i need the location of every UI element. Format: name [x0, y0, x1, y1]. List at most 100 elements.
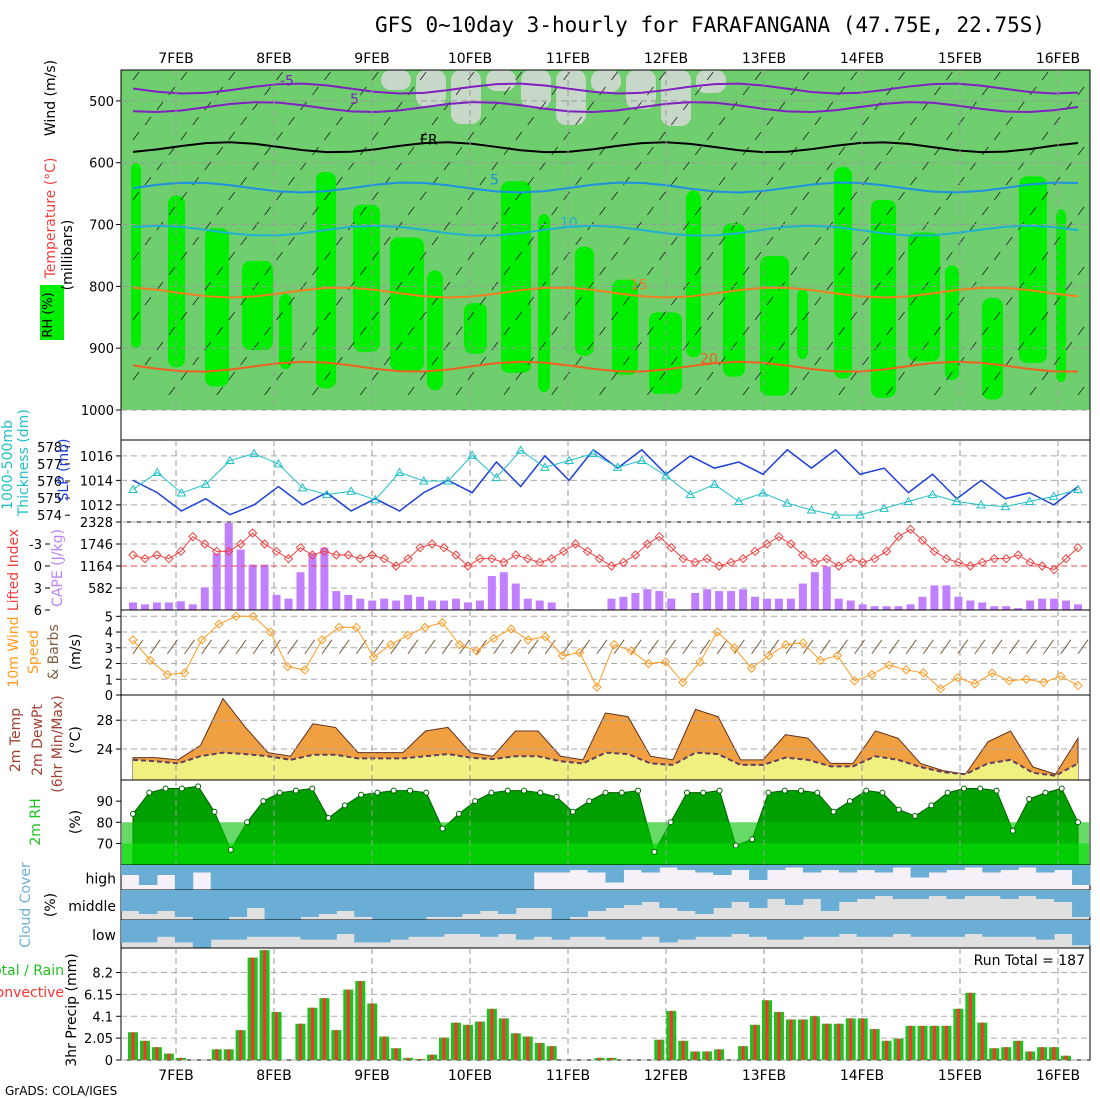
contour-line [132, 360, 1079, 373]
wind-barb [312, 386, 319, 396]
wind-barb [718, 176, 726, 186]
wind-barb [1041, 311, 1049, 321]
cape-bar [1074, 604, 1082, 610]
li-marker [1061, 553, 1071, 564]
wind-barb [1005, 176, 1013, 186]
rh-marker [700, 789, 707, 796]
convective-bar [466, 1024, 470, 1060]
rh-dry-area [381, 70, 411, 90]
wind-barb [599, 266, 606, 276]
cloud-bar-low [1054, 920, 1073, 934]
surface-wind-barb [149, 639, 161, 655]
wind-barb [647, 146, 654, 156]
cape-bar [786, 598, 795, 610]
rh-marker [749, 836, 756, 843]
cape-bar [798, 583, 807, 610]
wind-barb [766, 176, 774, 186]
wind-marker [970, 679, 980, 689]
cape-bar [727, 591, 736, 610]
thickness-marker [1048, 491, 1059, 500]
wind-barb [479, 236, 487, 246]
wind-barb [431, 236, 439, 246]
wind-barb [611, 71, 618, 81]
surface-wind-barb [905, 639, 917, 655]
wind-marker [832, 650, 843, 661]
cloud-bar-low [677, 920, 696, 940]
surface-wind-barb [699, 639, 711, 655]
thickness-marker [394, 467, 405, 476]
thickness-marker [879, 503, 890, 512]
wind-barb [300, 221, 307, 231]
rh-high-area [279, 293, 292, 370]
wind-marker [592, 682, 602, 692]
cloud-unit: (%) [43, 893, 59, 917]
wind-barb [1041, 131, 1049, 141]
wind-barb [802, 191, 810, 201]
wind-tick-label: 4 [105, 626, 113, 641]
surface-wind-barb [1077, 639, 1089, 655]
temp-unit: (°C) [68, 726, 84, 754]
wind-barb [1053, 116, 1061, 126]
wind-barb [694, 206, 702, 216]
date-label-bottom: 11FEB [546, 1068, 590, 1084]
cloud-bar-middle [192, 890, 212, 920]
wind-barb [527, 236, 535, 246]
cape-bar [918, 596, 927, 610]
cape-bar [930, 585, 939, 610]
li-marker [451, 550, 461, 560]
cloud-bar-middle [820, 890, 840, 911]
wind-barb [790, 86, 798, 96]
cloud-bar-middle [928, 890, 947, 896]
cloud-bar-middle [246, 890, 266, 908]
li-marker [427, 539, 437, 549]
wind-barb [730, 101, 738, 111]
wind-barb [252, 101, 259, 111]
cloud-bar-high [569, 865, 589, 870]
cloud-bar-high [354, 865, 373, 890]
wind-barb [563, 371, 570, 381]
wind-marker [128, 635, 138, 645]
rh-high-area [908, 232, 940, 362]
wind-barb [718, 296, 726, 306]
wind-marker [197, 635, 207, 645]
convective-bar [358, 981, 362, 1060]
wind-barb [180, 251, 188, 261]
wind-barb [599, 326, 606, 336]
date-label-bottom: 12FEB [644, 1068, 688, 1084]
wind-barb [180, 371, 188, 381]
cloud-bar-high [677, 865, 696, 870]
wind-barb [252, 221, 259, 231]
li-marker [295, 542, 306, 553]
wind-barb [766, 296, 774, 306]
wind-barb [802, 71, 810, 81]
wind-barb [264, 266, 271, 276]
cloud-bar-middle [713, 890, 732, 908]
wind-barb [156, 341, 164, 351]
rh-high-area [945, 265, 959, 381]
contour-line [132, 141, 1079, 154]
rh-high-area [427, 270, 443, 391]
wind-barb [551, 86, 558, 96]
wind-barb [1065, 341, 1073, 351]
wind-barb [922, 161, 929, 171]
date-label-top: 9FEB [354, 51, 389, 67]
cape-bar [416, 596, 425, 610]
rh-unit: (%) [68, 810, 84, 834]
convective-bar [980, 1022, 984, 1060]
wind-marker [781, 639, 791, 650]
wind-barb [1029, 206, 1037, 216]
cape-bar [152, 602, 161, 610]
surface-wind-barb [132, 639, 144, 655]
wind-barb [778, 101, 786, 111]
wind-marker [935, 683, 946, 694]
cloud-bar-high [1018, 865, 1037, 868]
cape-bar [978, 602, 987, 610]
wind-barb [324, 71, 331, 81]
rh-marker [325, 815, 332, 822]
wind-marker [953, 672, 963, 683]
wind-barb [383, 236, 391, 246]
wind-barb [419, 311, 427, 321]
convective-bar [406, 1057, 410, 1060]
surface-wind-barb [854, 639, 866, 655]
rh-high-area [723, 223, 745, 377]
